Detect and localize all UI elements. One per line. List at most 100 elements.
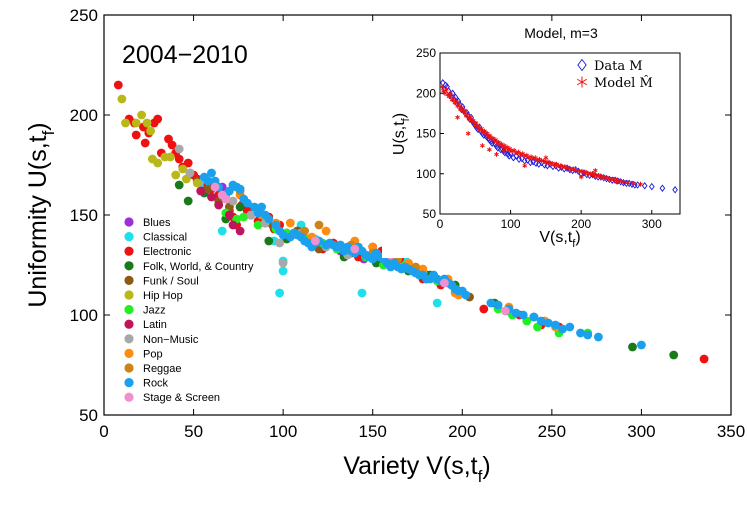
data-point [174, 154, 184, 164]
data-point [470, 118, 476, 123]
data-point [453, 98, 459, 104]
legend-marker [577, 58, 587, 72]
data-point [583, 330, 593, 340]
main-legend: Blues Classical Electronic Folk, World, & C… [124, 217, 254, 404]
data-point [493, 300, 503, 310]
data-point [167, 140, 177, 150]
data-point [480, 143, 485, 148]
data-point [203, 176, 213, 186]
data-point [146, 126, 156, 136]
data-point [516, 155, 522, 164]
data-point [519, 154, 525, 163]
inset-x-tick-label-100: 100 [501, 217, 521, 231]
series-latin [196, 186, 245, 236]
legend-marker [124, 305, 134, 315]
data-point [225, 210, 234, 220]
legend-marker [124, 217, 134, 227]
data-point [113, 80, 123, 90]
data-point [235, 202, 245, 212]
data-point [494, 152, 499, 157]
inset-y-axis-label-sub: f [400, 117, 412, 121]
data-point [527, 158, 534, 167]
main-y-tick-label-250: 250 [70, 6, 98, 25]
inset-x-tick-label-300: 300 [642, 217, 662, 231]
main-x-tick-label-150: 150 [359, 422, 387, 441]
legend-entry-pop: Pop [124, 348, 163, 360]
data-point [174, 180, 184, 190]
data-point [196, 186, 206, 196]
data-point [641, 182, 648, 190]
main-x-tick-label-300: 300 [627, 422, 655, 441]
data-point [558, 324, 567, 334]
inset-y-tick-label-200: 200 [416, 86, 436, 100]
data-point [228, 196, 238, 206]
main-x-axis-label-close: ) [482, 452, 490, 480]
data-point [611, 177, 616, 182]
main-y-axis-label: Uniformity U(s,tf) [24, 122, 58, 307]
main-x-tick-label-350: 350 [717, 422, 745, 441]
data-point [501, 148, 506, 154]
data-point [451, 95, 456, 101]
data-point [183, 158, 193, 168]
data-point [439, 79, 446, 87]
data-point [669, 350, 679, 360]
inset-chart-title: Model, m=3 [524, 25, 598, 41]
legend-marker [124, 232, 134, 242]
main-chart-title: 2004−2010 [122, 41, 248, 69]
data-point [638, 181, 643, 187]
inset-axis-ticks: 0 100 200 300 50 100 150 200 250 [416, 46, 662, 231]
legend-marker [124, 275, 134, 285]
data-point [605, 176, 611, 181]
data-point [529, 312, 539, 322]
legend-entry-jazz: Jazz [124, 305, 166, 317]
data-point [648, 182, 655, 191]
legend-label: Non−Music [143, 334, 199, 346]
main-x-tick-label-100: 100 [269, 422, 297, 441]
data-point [235, 226, 245, 236]
data-point [275, 238, 284, 248]
legend-marker [124, 348, 134, 358]
series-hip-hop [117, 94, 202, 188]
inset-x-axis-label-close: ) [575, 229, 580, 246]
data-point [468, 115, 473, 120]
data-point [210, 182, 220, 192]
legend-entry-latin: Latin [124, 319, 167, 331]
data-point [350, 244, 360, 254]
legend-entry-rock: Rock [124, 378, 169, 390]
legend-entry-folk-world-country: Folk, World, & Country [124, 261, 254, 273]
inset-data-points [439, 79, 678, 194]
data-point [131, 130, 141, 140]
data-point [257, 202, 266, 212]
data-point [551, 320, 560, 330]
data-point [518, 310, 528, 320]
data-point [246, 210, 256, 220]
data-point [142, 118, 152, 128]
data-point [285, 218, 295, 228]
legend-marker [124, 290, 134, 300]
data-point [614, 179, 619, 185]
legend-label: Latin [143, 319, 167, 331]
data-point [500, 306, 510, 316]
data-point [221, 194, 231, 204]
main-y-tick-label-150: 150 [70, 206, 98, 225]
inset-y-tick-label-250: 250 [416, 46, 436, 60]
data-point [659, 184, 666, 192]
main-y-tick-label-50: 50 [79, 406, 98, 425]
main-y-tick-label-200: 200 [70, 106, 98, 125]
data-point [228, 220, 238, 230]
data-point [456, 102, 462, 107]
data-point [140, 138, 150, 148]
data-point [637, 340, 646, 350]
main-x-axis-label-main: Variety V(s,t [343, 452, 477, 480]
legend-marker [124, 261, 134, 271]
data-point [278, 230, 288, 240]
data-point [178, 164, 188, 174]
inset-x-axis-label: V(s,tf) [539, 229, 580, 250]
inset-y-tick-label-100: 100 [416, 167, 436, 181]
data-point [357, 288, 367, 298]
inset-chart: Model, m=3 0 100 200 300 50 100 150 200 250 V(s,… [382, 22, 704, 258]
data-point [183, 196, 193, 206]
data-point [192, 178, 202, 188]
